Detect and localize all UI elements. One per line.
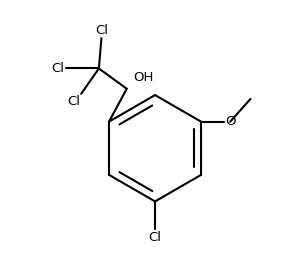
Text: Cl: Cl [95,24,108,37]
Text: OH: OH [133,71,153,84]
Text: Cl: Cl [52,62,65,75]
Text: Cl: Cl [67,95,80,108]
Text: Cl: Cl [148,231,162,243]
Text: O: O [225,115,236,128]
